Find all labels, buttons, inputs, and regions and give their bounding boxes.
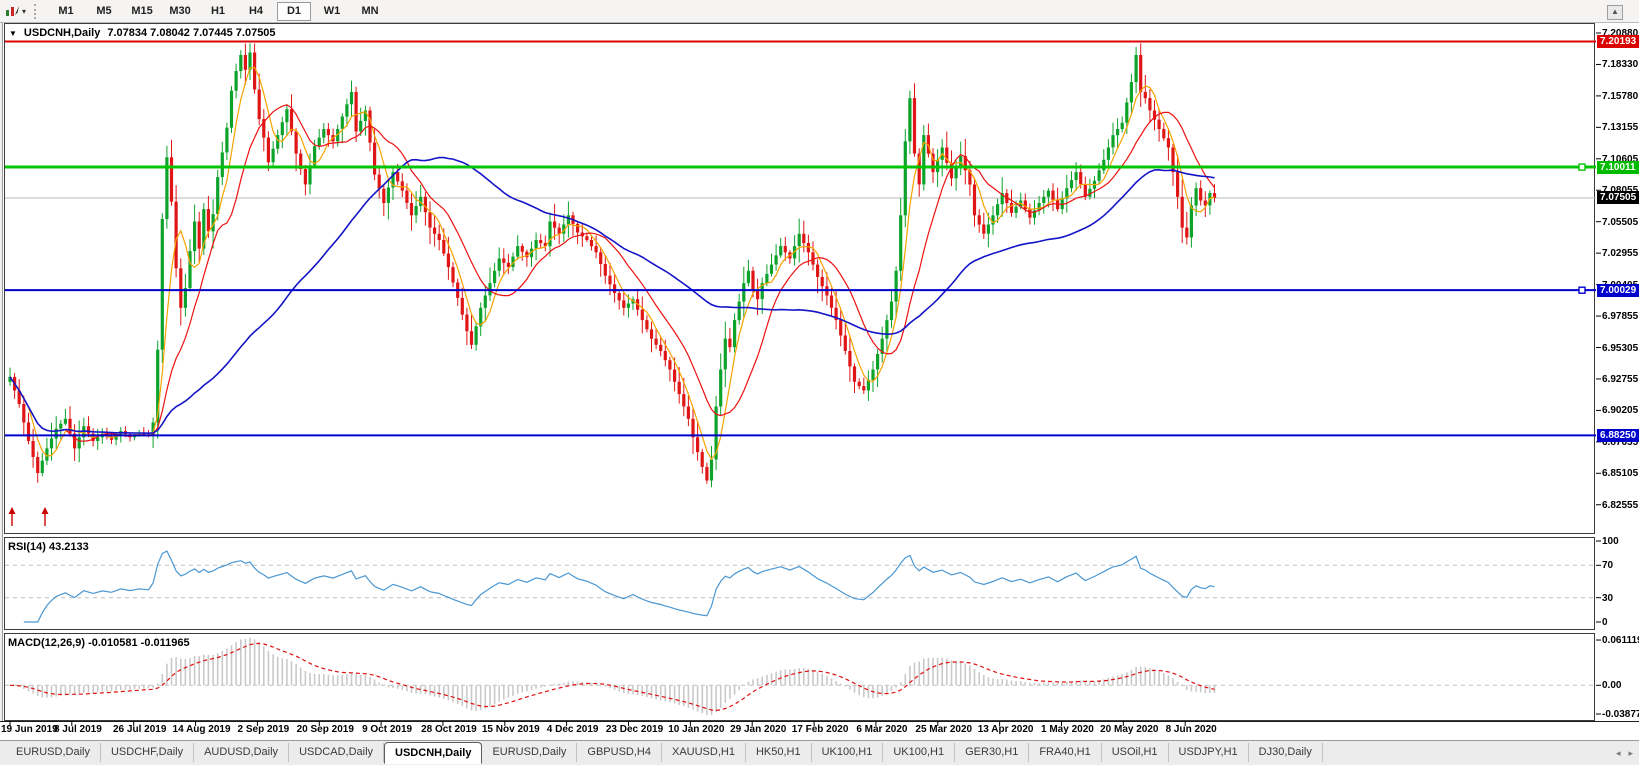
price-tick-label: 7.15780	[1602, 90, 1639, 102]
timeframe-button-mn[interactable]: MN	[361, 5, 379, 17]
date-tick-label: 6 Mar 2020	[856, 724, 908, 735]
timeframe-button-h1[interactable]: H1	[210, 5, 226, 17]
price-tick-label: 6.90205	[1602, 405, 1639, 417]
timeframe-button-m1[interactable]: M1	[58, 5, 74, 17]
date-tick-label: 28 Oct 2019	[421, 724, 477, 735]
date-tick-label: 26 Jul 2019	[113, 724, 167, 735]
date-tick-label: 25 Mar 2020	[915, 724, 973, 735]
timeframe-button-m5[interactable]: M5	[96, 5, 112, 17]
chart-tab-usoil-h1[interactable]: USOil,H1	[1102, 743, 1169, 762]
price-tick-label: 7.05505	[1602, 216, 1639, 228]
timeframe-button-h4[interactable]: H4	[248, 5, 264, 17]
rsi-tick-label: 100	[1602, 536, 1619, 547]
chart-tab-gbpusd-h4[interactable]: GBPUSD,H4	[577, 743, 662, 762]
chart-tab-audusd-daily[interactable]: AUDUSD,Daily	[194, 743, 290, 762]
date-tick-label: 29 Jan 2020	[730, 724, 787, 735]
price-tick-label: 7.18330	[1602, 59, 1639, 71]
date-tick-label: 8 Jul 2019	[53, 724, 102, 735]
chart-tab-dj30-daily[interactable]: DJ30,Daily	[1249, 743, 1323, 762]
date-tick-label: 9 Oct 2019	[362, 724, 413, 735]
main-chart-panel[interactable]	[4, 23, 1595, 534]
price-tick-label: 6.85105	[1602, 468, 1639, 480]
price-tick-label: 7.13155	[1602, 122, 1639, 134]
timeframe-button-m15[interactable]: M15	[131, 5, 153, 17]
date-tick-label: 2 Sep 2019	[237, 724, 290, 735]
chart-tab-xauusd-h1[interactable]: XAUUSD,H1	[662, 743, 746, 762]
rsi-panel[interactable]	[4, 537, 1595, 630]
chart-symbol-label: USDCNH,Daily	[23, 27, 101, 39]
chart-tab-hk50-h1[interactable]: HK50,H1	[746, 743, 812, 762]
chart-ohlc-values: 7.07834 7.08042 7.07445 7.07505	[107, 27, 276, 39]
price-tick-label: 7.10605	[1602, 153, 1639, 165]
date-tick-label: 4 Dec 2019	[546, 724, 599, 735]
rsi-header: RSI(14) 43.2133	[8, 541, 89, 553]
date-tick-label: 20 Sep 2019	[296, 724, 354, 735]
time-axis[interactable]	[0, 721, 1639, 739]
chart-tab-uk100-h1[interactable]: UK100,H1	[883, 743, 956, 762]
price-tick-label: 6.95305	[1602, 342, 1639, 354]
macd-header: MACD(12,26,9) -0.010581 -0.011965	[8, 637, 190, 649]
price-level-badge: 7.00029	[1597, 283, 1639, 297]
chart-tab-usdcnh-daily[interactable]: USDCNH,Daily	[384, 742, 483, 764]
date-tick-label: 13 Apr 2020	[977, 724, 1034, 735]
price-tick-label: 6.82555	[1602, 499, 1639, 511]
date-tick-label: 1 May 2020	[1041, 724, 1094, 735]
chart-tab-ger30-h1[interactable]: GER30,H1	[955, 743, 1030, 762]
chart-tab-eurusd-daily[interactable]: EURUSD,Daily	[482, 743, 578, 762]
dropdown-caret-icon: ▾	[22, 6, 27, 16]
tab-scroll-arrows: ◂ ▸	[1616, 748, 1633, 759]
date-tick-label: 15 Nov 2019	[481, 724, 540, 735]
chart-tab-usdjpy-h1[interactable]: USDJPY,H1	[1169, 743, 1249, 762]
date-tick-label: 19 Jun 2019	[1, 724, 58, 735]
price-level-badge: 7.20193	[1597, 34, 1639, 48]
price-level-badge: 7.07505	[1597, 191, 1639, 205]
chart-dropdown-icon[interactable]: ▼	[9, 28, 17, 38]
macd-tick-label: 0.00	[1602, 680, 1622, 692]
price-level-badge: 6.88250	[1597, 428, 1639, 442]
charts-toolbar-button[interactable]: ▾	[3, 3, 28, 19]
chart-tab-fra40-h1[interactable]: FRA40,H1	[1029, 743, 1102, 762]
macd-tick-label: 0.061119	[1602, 635, 1639, 647]
chart-cursor-icon	[6, 6, 19, 16]
date-tick-label: 17 Feb 2020	[791, 724, 849, 735]
scroll-up-button[interactable]: ▲	[1607, 5, 1623, 20]
window-left-border	[0, 23, 3, 739]
rsi-tick-label: 70	[1602, 560, 1614, 572]
timeframe-button-w1[interactable]: W1	[323, 5, 341, 17]
date-tick-label: 23 Dec 2019	[605, 724, 664, 735]
date-tick-label: 8 Jun 2020	[1165, 724, 1217, 735]
price-tick-label: 7.20880	[1602, 28, 1639, 39]
rsi-tick-label: 30	[1602, 592, 1614, 604]
date-tick-label: 20 May 2020	[1100, 724, 1159, 735]
timeframe-button-m30[interactable]: M30	[169, 5, 191, 17]
date-tick-label: 14 Aug 2019	[172, 724, 231, 735]
chart-tab-usdchf-daily[interactable]: USDCHF,Daily	[101, 743, 195, 762]
price-tick-label: 6.92755	[1602, 373, 1639, 385]
macd-tick-label: -0.03877	[1602, 709, 1639, 721]
chart-title: ▼ USDCNH,Daily 7.07834 7.08042 7.07445 7…	[9, 27, 276, 39]
tab-scroll-left-icon[interactable]: ◂	[1615, 748, 1621, 758]
chart-tab-usdcad-daily[interactable]: USDCAD,Daily	[289, 743, 385, 762]
price-level-badge: 7.10011	[1597, 160, 1639, 174]
toolbar-grip[interactable]	[34, 3, 39, 19]
chart-tab-uk100-h1[interactable]: UK100,H1	[812, 743, 884, 762]
macd-panel[interactable]	[4, 633, 1595, 721]
chart-tab-bar: EURUSD,Daily USDCHF,Daily AUDUSD,Daily USDC…	[0, 740, 1639, 765]
timeframe-toolbar: ▾ M1 M5 M15 M30 H1 H4 D1 W1 MN	[0, 0, 1639, 23]
price-tick-label: 7.02955	[1602, 248, 1639, 260]
rsi-tick-label: 0	[1602, 617, 1608, 628]
timeframe-buttons: M1 M5 M15 M30 H1 H4 D1 W1 MN	[47, 1, 389, 21]
price-tick-label: 6.87655	[1602, 436, 1639, 448]
timeframe-button-d1[interactable]: D1	[277, 1, 312, 21]
price-tick-label: 7.08055	[1602, 185, 1639, 196]
tab-scroll-right-icon[interactable]: ▸	[1628, 748, 1633, 758]
chart-tab-eurusd-daily[interactable]: EURUSD,Daily	[6, 743, 101, 762]
date-tick-label: 10 Jan 2020	[668, 724, 725, 735]
price-tick-label: 6.97855	[1602, 311, 1639, 323]
